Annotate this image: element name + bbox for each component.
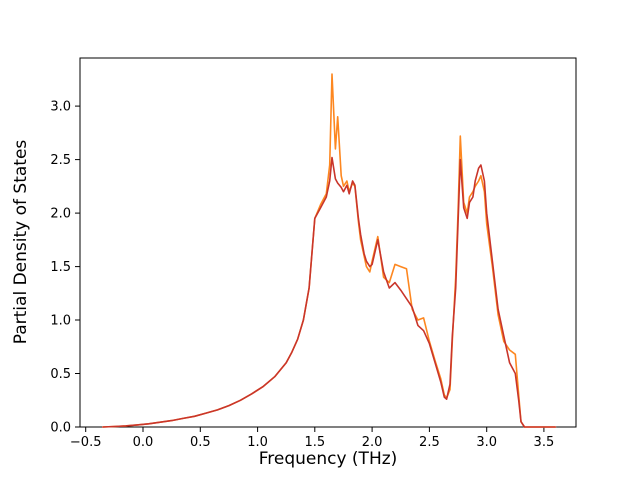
y-tick-label: 0.0 [50, 421, 71, 436]
x-tick-label: −0.5 [70, 435, 102, 450]
y-axis-label: Partial Density of States [11, 140, 31, 345]
x-tick-label: 1.0 [247, 435, 268, 450]
y-tick-label: 1.0 [50, 314, 71, 329]
x-tick-label: 1.5 [304, 435, 325, 450]
y-tick-label: 3.0 [50, 100, 71, 115]
y-tick-label: 2.0 [50, 207, 71, 222]
x-tick-label: 2.5 [419, 435, 440, 450]
y-tick-label: 2.5 [50, 153, 71, 168]
x-axis-label: Frequency (THz) [259, 449, 398, 469]
x-tick-label: 2.0 [362, 435, 383, 450]
series-line-pdos-orange [102, 73, 557, 428]
x-tick-label: 3.0 [476, 435, 497, 450]
x-tick-label: 3.5 [534, 435, 555, 450]
y-tick-label: 1.5 [50, 260, 71, 275]
x-tick-label: 0.5 [190, 435, 211, 450]
series-line-pdos-red [102, 156, 557, 428]
plot-border [79, 57, 577, 428]
x-tick-label: 0.0 [133, 435, 154, 450]
y-tick-label: 0.5 [50, 367, 71, 382]
